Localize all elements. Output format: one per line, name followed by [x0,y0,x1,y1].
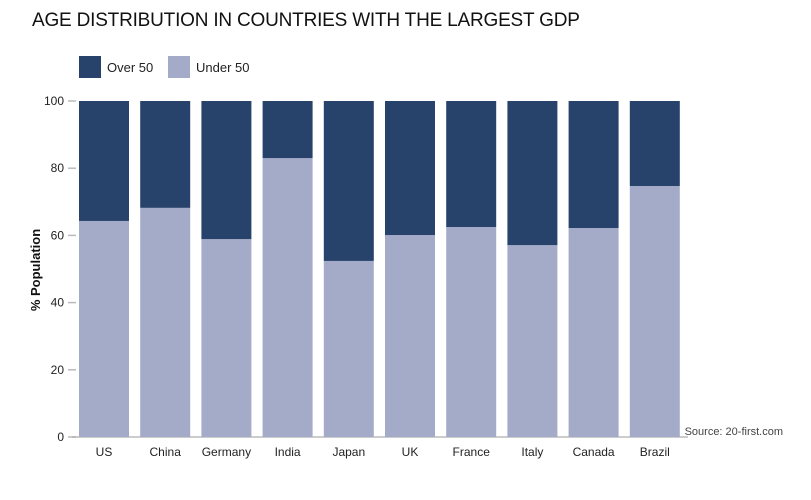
legend-swatch-over-50 [79,56,101,78]
bar-over-50-france [446,101,497,227]
x-tick-label: UK [402,445,419,459]
bar-over-50-canada [568,101,619,229]
bar-under-50-canada [568,228,619,437]
bar-under-50-france [446,227,497,437]
x-tick-label: Germany [202,445,251,459]
bar-under-50-china [140,207,191,437]
x-tick-label: Italy [521,445,543,459]
x-tick-label: India [275,445,301,459]
x-tick-label: Brazil [640,445,670,459]
bar-over-50-italy [507,101,558,246]
bar-under-50-italy [507,245,558,437]
bar-under-50-brazil [629,186,680,437]
y-tick-label: 60 [51,228,65,242]
bar-under-50-germany [201,239,252,437]
legend-swatch-under-50 [168,56,190,78]
x-tick-label: Canada [573,445,615,459]
bar-over-50-japan [323,101,374,261]
bar-over-50-uk [385,101,435,236]
bar-under-50-uk [385,235,435,437]
bar-over-50-india [262,101,313,159]
chart-title: AGE DISTRIBUTION IN COUNTRIES WITH THE L… [32,10,580,31]
bar-under-50-japan [323,260,374,437]
x-tick-label: France [453,445,491,459]
x-tick-label: China [150,445,182,459]
legend-item-under-50: Under 50 [168,56,249,78]
legend-label-over-50: Over 50 [107,59,154,75]
x-tick-label: US [96,445,113,459]
y-tick-label: 0 [57,430,64,444]
y-axis-label: % Population [28,229,43,311]
y-tick-label: 40 [51,296,65,310]
bar-over-50-china [140,101,191,208]
bar-over-50-us [79,101,129,221]
x-tick-label: Japan [332,445,365,459]
bar-under-50-us [79,220,129,437]
y-tick-label: 20 [51,363,65,377]
bar-over-50-brazil [629,101,680,187]
source-note: Source: 20-first.com [684,426,783,438]
legend-label-under-50: Under 50 [196,59,250,75]
y-tick-label: 100 [44,94,64,108]
bar-under-50-india [262,158,313,437]
y-tick-label: 80 [51,161,65,175]
bar-over-50-germany [201,101,252,240]
legend-item-over-50: Over 50 [79,56,153,78]
